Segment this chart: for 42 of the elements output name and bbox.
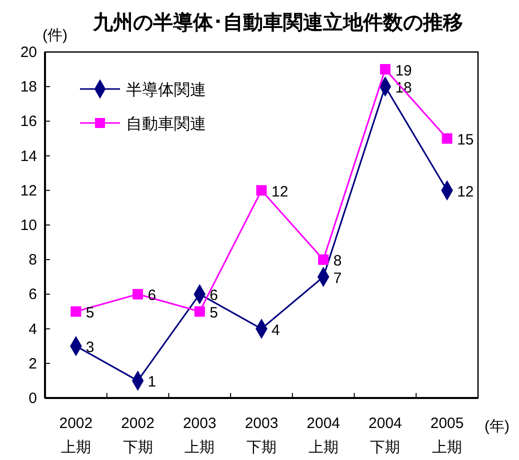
data-label: 4 (272, 322, 280, 339)
data-label: 12 (272, 183, 288, 200)
data-label: 5 (210, 304, 218, 322)
data-label: 1 (148, 374, 156, 391)
data-label: 12 (457, 183, 474, 200)
y-tick-label: 0 (28, 390, 37, 407)
point (70, 306, 82, 317)
x-tick-label: 2002 下期 (121, 415, 154, 456)
x-tick-label: 2003 上期 (182, 415, 216, 456)
chart-title: 九州の半導体･自動車関連立地件数の推移 (92, 11, 463, 34)
data-label: 5 (86, 304, 94, 322)
y-tick-label: 16 (20, 113, 37, 130)
y-tick-label: 20 (20, 44, 37, 61)
point (132, 288, 144, 300)
x-tick-label: 2005 上期 (430, 415, 464, 456)
x-tick-label: 2004 上期 (306, 415, 340, 456)
x-tick-label: 2003 下期 (244, 415, 278, 456)
y-tick-label: 2 (28, 355, 37, 372)
data-label: 8 (333, 252, 342, 270)
point (194, 306, 205, 317)
legend-label: 半導体関連 (126, 81, 206, 99)
data-label: 7 (333, 270, 342, 287)
data-label: 15 (457, 132, 474, 148)
y-tick-label: 10 (20, 217, 37, 234)
data-label: 3 (86, 339, 94, 356)
y-axis-title: (件) (42, 27, 68, 44)
legend-label: 自動車関連 (126, 115, 206, 133)
y-tick-label: 18 (20, 78, 37, 96)
x-tick-label: 2002 上期 (59, 415, 93, 456)
y-tick-label: 4 (28, 320, 37, 338)
point (256, 185, 267, 196)
data-label: 19 (395, 62, 412, 80)
point (318, 254, 329, 265)
x-axis-title: (年) (484, 418, 510, 435)
y-tick-label: 8 (28, 252, 37, 269)
y-tick-label: 14 (20, 148, 37, 165)
point (442, 133, 452, 144)
data-label: 6 (210, 287, 218, 304)
point (380, 64, 390, 75)
x-tick-label: 2004 下期 (368, 415, 402, 456)
y-tick-label: 12 (20, 182, 37, 200)
y-tick-label: 6 (28, 286, 37, 304)
